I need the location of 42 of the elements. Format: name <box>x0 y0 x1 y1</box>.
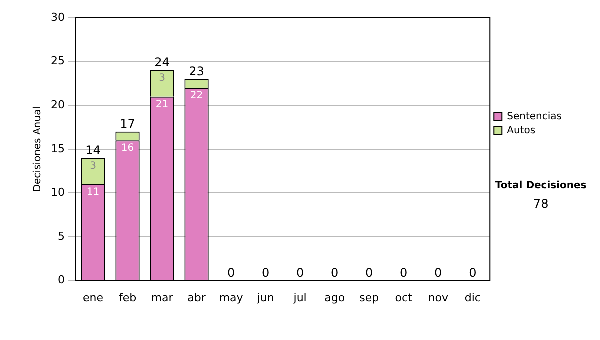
x-tick-label: sep <box>360 291 380 304</box>
total-label: 0 <box>262 266 270 280</box>
y-tick-label: 25 <box>50 54 65 68</box>
total-label: 0 <box>227 266 236 280</box>
x-tick-label: abr <box>188 291 206 304</box>
total-label: 0 <box>469 266 477 280</box>
total-label: 0 <box>434 266 442 280</box>
y-tick-label: 30 <box>50 10 65 24</box>
x-tick-label: nov <box>428 291 449 304</box>
y-tick-label: 15 <box>50 142 65 156</box>
x-tick-label: jun <box>256 291 274 304</box>
x-tick-label: feb <box>118 291 137 304</box>
data-label: 3 <box>90 160 96 172</box>
x-tick-label: ago <box>324 291 346 304</box>
total-label: 17 <box>120 117 136 132</box>
total-label: 0 <box>400 266 408 280</box>
legend-label: Autos <box>507 126 536 137</box>
y-tick-label: 5 <box>58 230 65 243</box>
x-tick-label: may <box>219 291 244 304</box>
x-tick-label: dic <box>464 291 481 304</box>
legend-label: Sentencias <box>507 112 562 123</box>
total-label: 0 <box>366 266 374 280</box>
total-label: 24 <box>154 56 170 70</box>
y-tick-label: 20 <box>50 98 65 112</box>
x-tick-label: jul <box>292 291 307 304</box>
data-label: 21 <box>156 99 169 110</box>
total-label: 0 <box>296 266 304 280</box>
total-label: 23 <box>189 64 204 78</box>
x-tick-label: mar <box>151 291 174 304</box>
total-label: 0 <box>331 266 339 280</box>
data-label: 22 <box>190 90 204 102</box>
text: Total Decisiones <box>495 180 587 192</box>
y-axis-title: Decisiones Anual <box>32 106 44 192</box>
data-label: 11 <box>86 187 100 198</box>
y-tick-label: 0 <box>58 274 65 287</box>
x-tick-label: ene <box>82 291 104 304</box>
data-label: 16 <box>121 143 134 154</box>
x-tick-label: oct <box>395 291 414 304</box>
y-tick-label: 10 <box>50 186 65 200</box>
total-label: 14 <box>86 143 101 158</box>
text: 78 <box>533 197 549 212</box>
data-label: 3 <box>159 73 166 84</box>
